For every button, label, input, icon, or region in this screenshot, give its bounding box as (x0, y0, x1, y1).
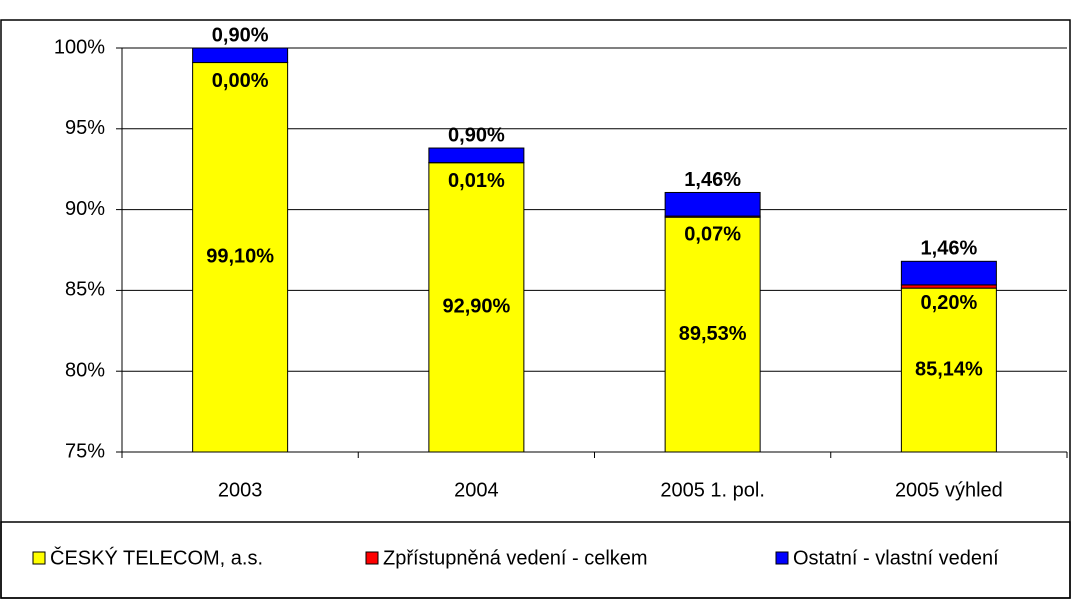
y-tick-label: 80% (65, 359, 105, 381)
legend-label: Ostatní - vlastní vedení (793, 547, 999, 569)
value-label: 99,10% (206, 246, 274, 268)
value-label: 1,46% (921, 238, 978, 260)
value-label: 0,90% (212, 24, 269, 46)
bar-segment (192, 62, 289, 453)
value-label: 0,00% (212, 70, 269, 92)
y-tick-label: 75% (65, 440, 105, 462)
x-tick-label: 2005 1. pol. (660, 479, 765, 501)
bar-segment (900, 287, 997, 453)
value-label: 1,46% (684, 169, 741, 191)
legend-swatch (775, 551, 789, 565)
legend-swatch (32, 551, 46, 565)
x-tick-label: 2004 (454, 479, 499, 501)
x-tick-label: 2005 výhled (895, 479, 1003, 501)
bar-segment (664, 191, 761, 217)
legend-label: Zpřístupněná vedení - celkem (383, 547, 648, 569)
y-tick-label: 85% (65, 279, 105, 301)
x-tick-label: 2003 (218, 479, 263, 501)
value-label: 0,01% (448, 170, 505, 192)
value-label: 85,14% (915, 358, 983, 380)
bar-segment (900, 260, 997, 286)
value-label: 0,90% (448, 124, 505, 146)
value-label: 92,90% (442, 296, 510, 318)
value-label: 89,53% (679, 323, 747, 345)
y-tick-label: 95% (65, 117, 105, 139)
value-label: 0,20% (921, 292, 978, 314)
bar-segment (428, 162, 525, 453)
y-tick-label: 90% (65, 198, 105, 220)
legend-swatch (365, 551, 379, 565)
bar-segment (664, 216, 761, 453)
value-label: 0,07% (684, 223, 741, 245)
y-tick-label: 100% (54, 36, 105, 58)
bar-segment (428, 147, 525, 164)
bar-segment (192, 47, 289, 64)
legend-box (0, 521, 1071, 599)
legend-label: ČESKÝ TELECOM, a.s. (50, 546, 263, 569)
